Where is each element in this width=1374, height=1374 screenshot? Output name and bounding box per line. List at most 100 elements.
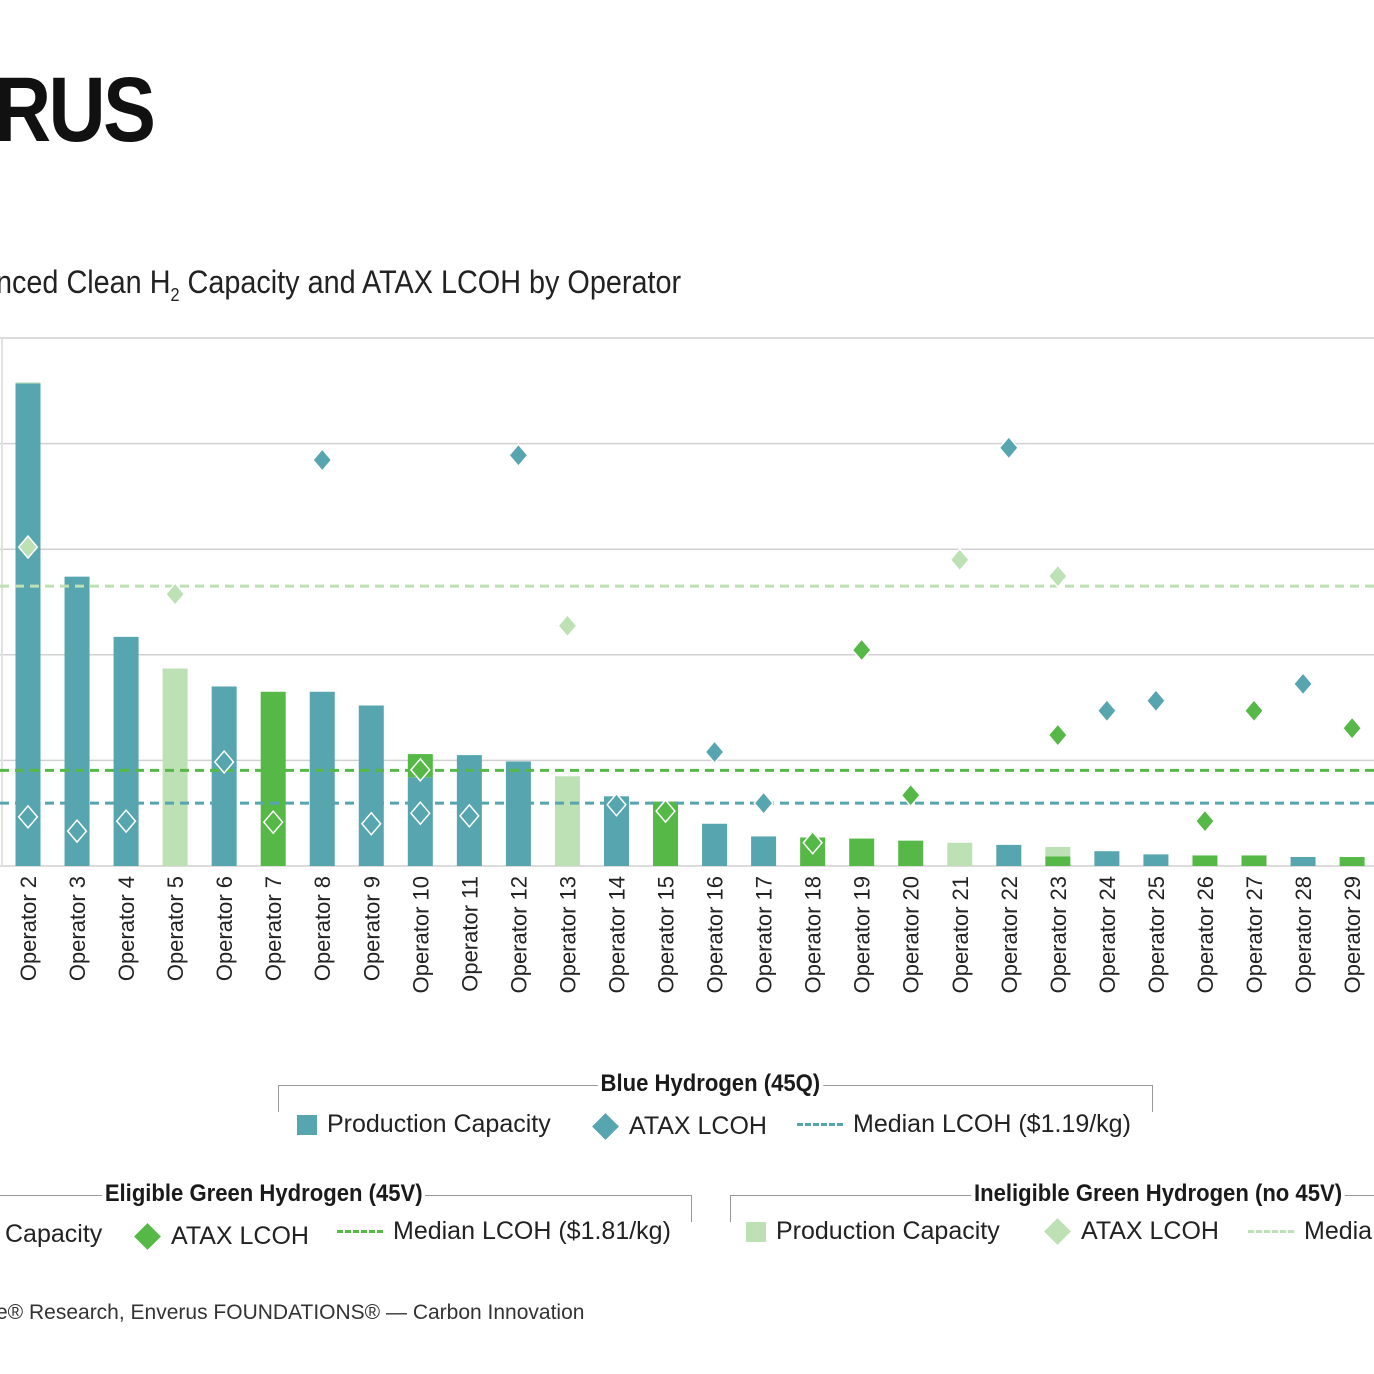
legend-label: Median LCOH ($1.19/kg) xyxy=(853,1110,1131,1138)
legend-label: Media xyxy=(1304,1217,1373,1245)
capacity-bar xyxy=(751,836,777,866)
lcoh-diamond xyxy=(115,808,137,834)
capacity-bar xyxy=(211,686,237,866)
legend-label: ATAX LCOH xyxy=(629,1112,767,1140)
lcoh-diamond xyxy=(1096,698,1118,723)
lcoh-diamond xyxy=(508,443,529,468)
category-label: Operator 6 xyxy=(212,876,237,981)
category-label: Operator 12 xyxy=(506,876,531,993)
capacity-bar xyxy=(15,382,41,384)
lcoh-diamond xyxy=(704,739,725,765)
diamond-icon xyxy=(134,1223,161,1250)
category-label: Operator 18 xyxy=(801,876,826,993)
lcoh-diamond xyxy=(753,791,774,816)
lcoh-diamond xyxy=(66,818,88,844)
capacity-bar xyxy=(1045,856,1071,866)
lcoh-diamond xyxy=(802,830,823,855)
category-label: Operator 28 xyxy=(1291,876,1316,993)
capacity-bar xyxy=(162,668,188,866)
dashed-line-icon xyxy=(337,1230,383,1233)
legend-label: Production Capacity xyxy=(776,1217,1000,1245)
capacity-bar xyxy=(1094,851,1120,866)
capacity-bar xyxy=(260,691,286,866)
category-label: Operator 2 xyxy=(16,876,41,981)
lcoh-diamond xyxy=(1047,722,1069,748)
legend-blue-median: Median LCOH ($1.19/kg) xyxy=(797,1110,1131,1139)
capacity-bar xyxy=(309,691,335,866)
lcoh-diamond xyxy=(164,581,186,607)
capacity-bar xyxy=(505,761,531,866)
lcoh-diamond xyxy=(311,447,333,473)
capacity-bar xyxy=(1290,857,1316,866)
lcoh-diamond xyxy=(409,757,431,783)
legend-green-capacity: Capacity xyxy=(5,1220,102,1249)
category-label: Operator 17 xyxy=(752,876,777,993)
lcoh-diamond xyxy=(1341,716,1363,741)
legend-title-ineligible: Ineligible Green Hydrogen (no 45V) xyxy=(971,1180,1345,1208)
lcoh-diamond xyxy=(17,534,39,560)
category-label: Operator 15 xyxy=(654,876,679,993)
category-label: Operator 13 xyxy=(555,876,580,993)
capacity-bar xyxy=(1143,854,1169,866)
legend-blue-lcoh: ATAX LCOH xyxy=(592,1112,767,1141)
legend-green-median: Median LCOH ($1.81/kg) xyxy=(337,1217,671,1246)
category-label: Operator 27 xyxy=(1242,876,1267,993)
lcoh-diamond xyxy=(262,810,284,835)
lcoh-diamond xyxy=(606,792,627,817)
lcoh-diamond xyxy=(557,613,578,638)
category-label: Operator 21 xyxy=(948,876,973,993)
category-label: Operator 5 xyxy=(163,876,188,981)
capacity-bar xyxy=(1339,857,1365,866)
category-label: Operator 25 xyxy=(1144,876,1169,993)
capacity-bar xyxy=(358,705,384,866)
category-label: Operator 26 xyxy=(1193,876,1218,993)
capacity-bar xyxy=(1241,855,1267,866)
category-label: Operator 8 xyxy=(310,876,335,981)
legend-green-lcoh: ATAX LCOH xyxy=(134,1222,309,1251)
category-label: Operator 24 xyxy=(1095,876,1120,993)
capacity-bar xyxy=(849,838,875,866)
legend-swatch-square xyxy=(297,1114,317,1135)
capacity-bar xyxy=(554,776,580,866)
legend-title-green: Eligible Green Hydrogen (45V) xyxy=(102,1180,426,1208)
legend-blue-capacity: Production Capacity xyxy=(297,1110,551,1139)
dashed-line-icon xyxy=(1248,1230,1294,1233)
lcoh-diamond xyxy=(900,783,922,808)
capacity-bar xyxy=(64,576,90,866)
title-subscript: 2 xyxy=(170,285,180,305)
lcoh-diamond xyxy=(1145,688,1167,713)
category-label: Operator 14 xyxy=(604,876,629,993)
category-label: Operator 4 xyxy=(114,876,139,981)
lcoh-diamond xyxy=(17,804,39,830)
lcoh-diamond xyxy=(1194,808,1216,834)
capacity-bar xyxy=(1192,855,1218,866)
category-label: Operator 20 xyxy=(899,876,924,993)
category-label: Operator 23 xyxy=(1046,876,1071,993)
lcoh-diamond xyxy=(998,435,1020,460)
category-label: Operator 9 xyxy=(359,876,384,981)
legend-label: Capacity xyxy=(5,1220,103,1248)
enverus-logo: RUS xyxy=(0,59,156,161)
capacity-bar xyxy=(702,823,728,866)
lcoh-diamond xyxy=(409,801,431,826)
legend-label: Median LCOH ($1.81/kg) xyxy=(393,1217,671,1245)
legend-swatch-square xyxy=(746,1221,766,1242)
legend-ineligible-median: Media xyxy=(1248,1217,1372,1246)
capacity-bar xyxy=(947,842,973,866)
lcoh-diamond xyxy=(655,798,676,824)
lcoh-diamond xyxy=(1243,698,1265,723)
lcoh-diamond xyxy=(851,637,873,663)
diamond-icon xyxy=(1044,1218,1071,1245)
legend-title-blue: Blue Hydrogen (45Q) xyxy=(597,1070,823,1098)
title-part: nced Clean H xyxy=(0,264,171,300)
legend-ineligible-capacity: Production Capacity xyxy=(746,1217,1000,1246)
category-label: Operator 22 xyxy=(997,876,1022,993)
category-label: Operator 16 xyxy=(703,876,728,993)
legend-label: Production Capacity xyxy=(327,1110,551,1138)
capacity-bar xyxy=(15,383,41,866)
chart-plot: Operator 2 Operator 3 Operator 4 Operator 5… xyxy=(0,337,1374,993)
category-label: Operator 19 xyxy=(850,876,875,993)
lcoh-diamond xyxy=(949,547,971,572)
category-label: Operator 3 xyxy=(65,876,90,981)
capacity-bar xyxy=(996,844,1022,866)
